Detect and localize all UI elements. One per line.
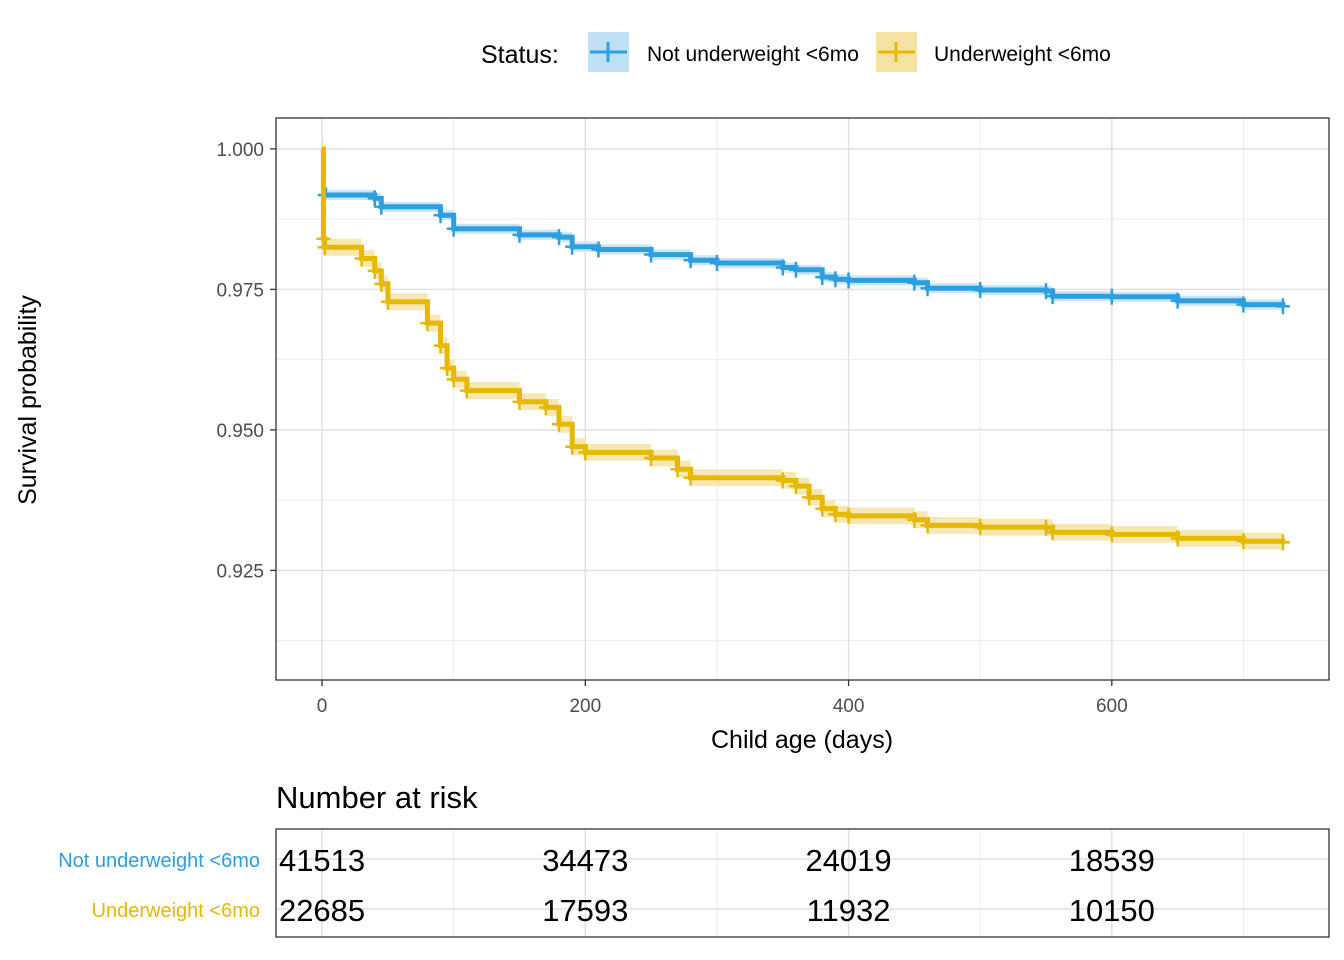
risk-table-gridlines (276, 829, 1329, 937)
x-tick-label: 600 (1096, 696, 1128, 717)
y-tick-label: 0.950 (216, 421, 264, 442)
plot-panel: 0.925 0.950 0.975 1.000 0 200 400 600 (216, 117, 1330, 717)
y-axis-ticks: 0.925 0.950 0.975 1.000 (216, 140, 276, 582)
legend-label-not-underweight: Not underweight <6mo (647, 43, 859, 66)
risk-strata-label-underweight: Underweight <6mo (92, 900, 260, 922)
plot-border (275, 117, 1330, 681)
y-tick-label: 0.925 (216, 561, 264, 582)
risk-count: 17593 (542, 893, 628, 928)
y-tick-label: 0.975 (216, 280, 264, 301)
x-tick-label: 0 (317, 696, 328, 717)
y-axis-title: Survival probability (14, 295, 42, 505)
risk-table-background (276, 829, 1329, 937)
risk-count: 11932 (807, 893, 891, 928)
risk-count: 22685 (279, 893, 365, 928)
survival-curves (316, 146, 1290, 551)
x-axis-title: Child age (days) (711, 726, 893, 754)
x-tick-label: 200 (569, 696, 601, 717)
risk-count: 34473 (542, 843, 628, 878)
x-tick-label: 400 (833, 696, 865, 717)
legend-title: Status: (481, 41, 559, 69)
risk-table: Number at risk 41513 34473 24019 18539 22685… (58, 780, 1330, 938)
legend: Status: Not underweight <6mo Underweight… (481, 32, 1111, 72)
x-axis-ticks: 0 200 400 600 (317, 680, 1128, 717)
risk-strata-label-not-underweight: Not underweight <6mo (58, 850, 260, 872)
risk-table-border (275, 828, 1330, 938)
risk-count: 18539 (1069, 843, 1155, 878)
gridlines (276, 118, 1329, 680)
risk-count: 10150 (1069, 893, 1155, 928)
risk-table-title: Number at risk (276, 780, 478, 815)
legend-label-underweight: Underweight <6mo (934, 43, 1111, 66)
legend-item-underweight: Underweight <6mo (876, 32, 1111, 72)
risk-table-values: 41513 34473 24019 18539 22685 17593 11932 10150 (279, 843, 1155, 928)
risk-count: 41513 (279, 843, 365, 878)
risk-count: 24019 (805, 843, 891, 878)
y-tick-label: 1.000 (216, 140, 264, 161)
legend-item-not-underweight: Not underweight <6mo (588, 32, 859, 72)
